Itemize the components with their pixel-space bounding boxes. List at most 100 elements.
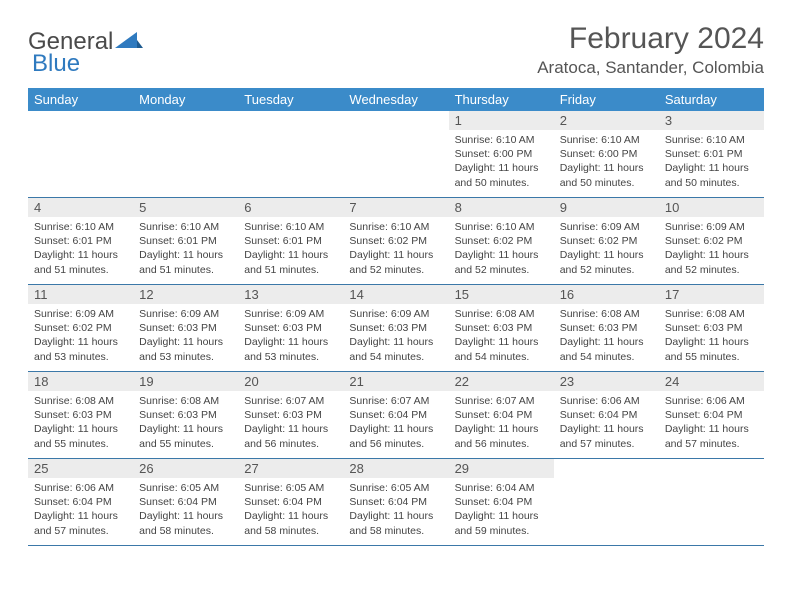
day-number: 25 <box>28 459 133 478</box>
sunrise-text: Sunrise: 6:08 AM <box>665 307 758 321</box>
sunset-text: Sunset: 6:03 PM <box>560 321 653 335</box>
day-number: 8 <box>449 198 554 217</box>
sunset-text: Sunset: 6:02 PM <box>455 234 548 248</box>
day-number: 3 <box>659 111 764 130</box>
daylight-text: Daylight: 11 hours and 58 minutes. <box>244 509 337 537</box>
day-number: 20 <box>238 372 343 391</box>
day-info: Sunrise: 6:08 AMSunset: 6:03 PMDaylight:… <box>554 304 659 368</box>
daylight-text: Daylight: 11 hours and 54 minutes. <box>349 335 442 363</box>
sunset-text: Sunset: 6:04 PM <box>349 495 442 509</box>
sunset-text: Sunset: 6:04 PM <box>560 408 653 422</box>
weekday-header: Saturday <box>659 88 764 111</box>
sunrise-text: Sunrise: 6:09 AM <box>34 307 127 321</box>
sunrise-text: Sunrise: 6:09 AM <box>665 220 758 234</box>
calendar-week: 18Sunrise: 6:08 AMSunset: 6:03 PMDayligh… <box>28 372 764 459</box>
sunrise-text: Sunrise: 6:09 AM <box>349 307 442 321</box>
sunset-text: Sunset: 6:00 PM <box>560 147 653 161</box>
day-number: 19 <box>133 372 238 391</box>
daylight-text: Daylight: 11 hours and 53 minutes. <box>244 335 337 363</box>
daylight-text: Daylight: 11 hours and 51 minutes. <box>244 248 337 276</box>
sunrise-text: Sunrise: 6:08 AM <box>455 307 548 321</box>
sunrise-text: Sunrise: 6:08 AM <box>34 394 127 408</box>
calendar: Sunday Monday Tuesday Wednesday Thursday… <box>28 88 764 546</box>
day-info: Sunrise: 6:06 AMSunset: 6:04 PMDaylight:… <box>554 391 659 455</box>
day-number: 11 <box>28 285 133 304</box>
day-number <box>133 111 238 115</box>
sunrise-text: Sunrise: 6:08 AM <box>560 307 653 321</box>
daylight-text: Daylight: 11 hours and 52 minutes. <box>665 248 758 276</box>
daylight-text: Daylight: 11 hours and 53 minutes. <box>34 335 127 363</box>
sunset-text: Sunset: 6:03 PM <box>139 408 232 422</box>
calendar-day: 13 Sunrise: 6:09 AMSunset: 6:03 PMDayligh… <box>238 285 343 371</box>
day-info: Sunrise: 6:04 AMSunset: 6:04 PMDaylight:… <box>449 478 554 542</box>
weekday-header: Friday <box>554 88 659 111</box>
sunset-text: Sunset: 6:04 PM <box>455 408 548 422</box>
calendar-day: 3Sunrise: 6:10 AMSunset: 6:01 PMDaylight… <box>659 111 764 197</box>
day-number: 2 <box>554 111 659 130</box>
calendar-day: 2Sunrise: 6:10 AMSunset: 6:00 PMDaylight… <box>554 111 659 197</box>
sunrise-text: Sunrise: 6:05 AM <box>244 481 337 495</box>
day-number: 1 <box>449 111 554 130</box>
sunset-text: Sunset: 6:03 PM <box>244 321 337 335</box>
daylight-text: Daylight: 11 hours and 55 minutes. <box>665 335 758 363</box>
title-block: February 2024 Aratoca, Santander, Colomb… <box>537 22 764 78</box>
daylight-text: Daylight: 11 hours and 51 minutes. <box>34 248 127 276</box>
day-info: Sunrise: 6:07 AMSunset: 6:04 PMDaylight:… <box>343 391 448 455</box>
sunrise-text: Sunrise: 6:05 AM <box>349 481 442 495</box>
calendar-week: 1Sunrise: 6:10 AMSunset: 6:00 PMDaylight… <box>28 111 764 198</box>
day-info: Sunrise: 6:09 AMSunset: 6:02 PMDaylight:… <box>659 217 764 281</box>
sunset-text: Sunset: 6:04 PM <box>244 495 337 509</box>
sunset-text: Sunset: 6:01 PM <box>665 147 758 161</box>
header: General February 2024 Aratoca, Santander… <box>28 22 764 78</box>
weekday-header: Thursday <box>449 88 554 111</box>
calendar-day: 17Sunrise: 6:08 AMSunset: 6:03 PMDayligh… <box>659 285 764 371</box>
calendar-day: 6Sunrise: 6:10 AMSunset: 6:01 PMDaylight… <box>238 198 343 284</box>
day-info: Sunrise: 6:08 AMSunset: 6:03 PMDaylight:… <box>449 304 554 368</box>
sunrise-text: Sunrise: 6:10 AM <box>139 220 232 234</box>
daylight-text: Daylight: 11 hours and 57 minutes. <box>34 509 127 537</box>
day-number: 12 <box>133 285 238 304</box>
day-number: 23 <box>554 372 659 391</box>
day-number <box>238 111 343 115</box>
sunrise-text: Sunrise: 6:10 AM <box>455 220 548 234</box>
day-number: 24 <box>659 372 764 391</box>
calendar-day: 10Sunrise: 6:09 AMSunset: 6:02 PMDayligh… <box>659 198 764 284</box>
sunrise-text: Sunrise: 6:07 AM <box>455 394 548 408</box>
calendar-day: 4Sunrise: 6:10 AMSunset: 6:01 PMDaylight… <box>28 198 133 284</box>
sunrise-text: Sunrise: 6:04 AM <box>455 481 548 495</box>
day-info: Sunrise: 6:10 AMSunset: 6:01 PMDaylight:… <box>659 130 764 194</box>
daylight-text: Daylight: 11 hours and 51 minutes. <box>139 248 232 276</box>
sunrise-text: Sunrise: 6:10 AM <box>34 220 127 234</box>
sunset-text: Sunset: 6:03 PM <box>139 321 232 335</box>
daylight-text: Daylight: 11 hours and 59 minutes. <box>455 509 548 537</box>
daylight-text: Daylight: 11 hours and 50 minutes. <box>665 161 758 189</box>
calendar-day: 12 Sunrise: 6:09 AMSunset: 6:03 PMDayligh… <box>133 285 238 371</box>
calendar-week: 25Sunrise: 6:06 AMSunset: 6:04 PMDayligh… <box>28 459 764 546</box>
sunset-text: Sunset: 6:04 PM <box>665 408 758 422</box>
sunset-text: Sunset: 6:04 PM <box>139 495 232 509</box>
calendar-day <box>133 111 238 197</box>
day-number: 22 <box>449 372 554 391</box>
calendar-day: 14Sunrise: 6:09 AMSunset: 6:03 PMDayligh… <box>343 285 448 371</box>
daylight-text: Daylight: 11 hours and 53 minutes. <box>139 335 232 363</box>
calendar-day: 24Sunrise: 6:06 AMSunset: 6:04 PMDayligh… <box>659 372 764 458</box>
calendar-day: 7Sunrise: 6:10 AMSunset: 6:02 PMDaylight… <box>343 198 448 284</box>
day-info: Sunrise: 6:05 AMSunset: 6:04 PMDaylight:… <box>238 478 343 542</box>
weekday-header-row: Sunday Monday Tuesday Wednesday Thursday… <box>28 88 764 111</box>
sunset-text: Sunset: 6:03 PM <box>244 408 337 422</box>
calendar-day: 11Sunrise: 6:09 AMSunset: 6:02 PMDayligh… <box>28 285 133 371</box>
daylight-text: Daylight: 11 hours and 58 minutes. <box>139 509 232 537</box>
sunrise-text: Sunrise: 6:09 AM <box>244 307 337 321</box>
daylight-text: Daylight: 11 hours and 56 minutes. <box>244 422 337 450</box>
daylight-text: Daylight: 11 hours and 58 minutes. <box>349 509 442 537</box>
day-info: Sunrise: 6:07 AMSunset: 6:03 PMDaylight:… <box>238 391 343 455</box>
sunset-text: Sunset: 6:03 PM <box>455 321 548 335</box>
day-number: 13 <box>238 285 343 304</box>
sunrise-text: Sunrise: 6:09 AM <box>139 307 232 321</box>
weekday-header: Sunday <box>28 88 133 111</box>
day-info: Sunrise: 6:09 AMSunset: 6:02 PMDaylight:… <box>28 304 133 368</box>
day-info: Sunrise: 6:05 AMSunset: 6:04 PMDaylight:… <box>133 478 238 542</box>
day-number: 26 <box>133 459 238 478</box>
day-number: 18 <box>28 372 133 391</box>
sunrise-text: Sunrise: 6:10 AM <box>244 220 337 234</box>
